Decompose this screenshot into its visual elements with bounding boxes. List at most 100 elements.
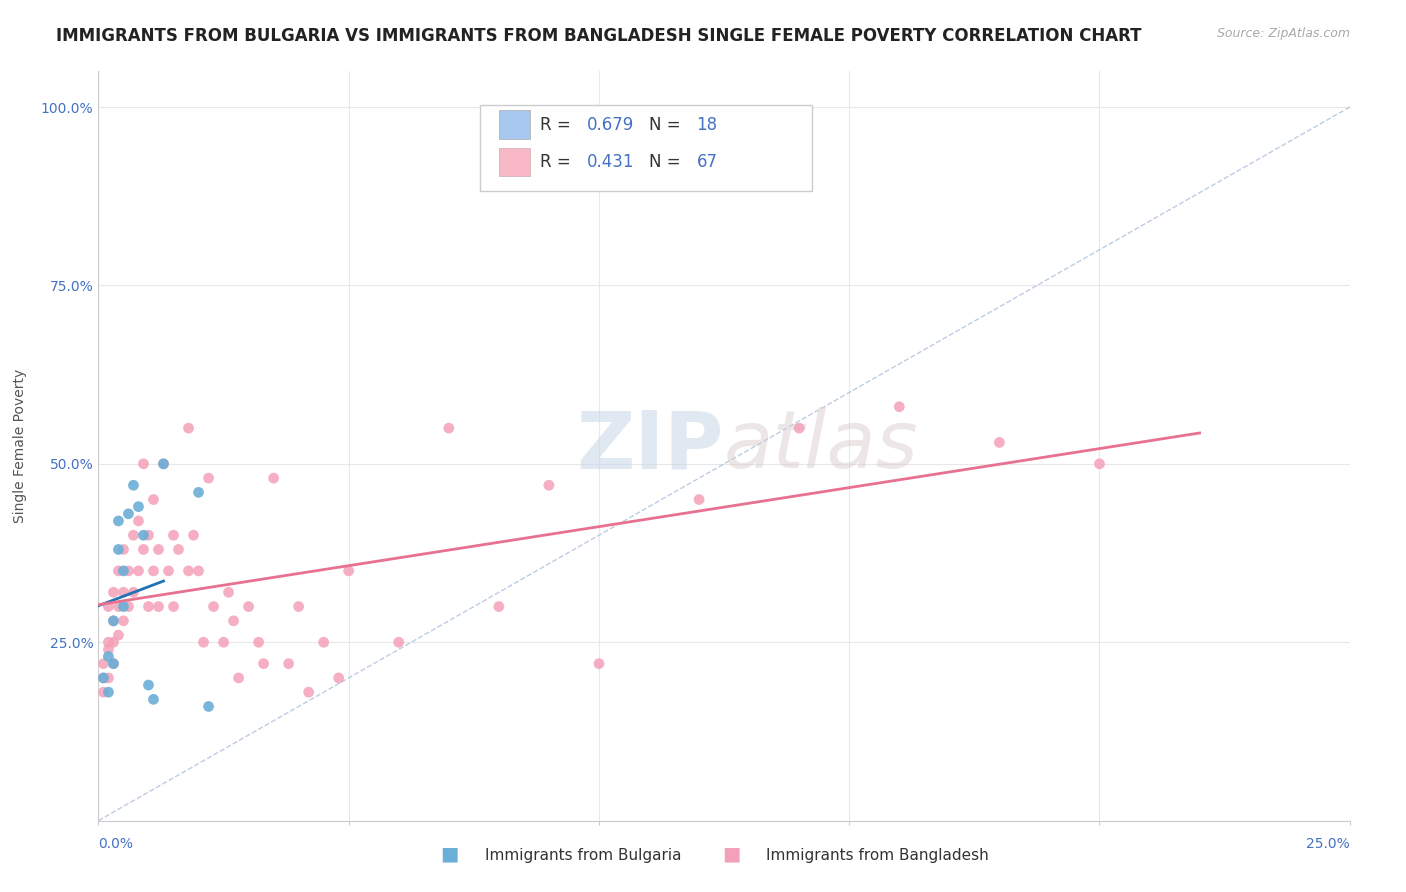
- Point: [127, 500, 149, 514]
- Text: N =: N =: [650, 153, 686, 171]
- Point: [1088, 457, 1111, 471]
- Point: [97, 671, 120, 685]
- Point: [148, 542, 170, 557]
- Point: [107, 542, 129, 557]
- Text: R =: R =: [540, 116, 576, 134]
- Point: [112, 542, 135, 557]
- Text: 25.0%: 25.0%: [1306, 838, 1350, 852]
- Point: [97, 642, 120, 657]
- Point: [588, 657, 610, 671]
- Point: [177, 421, 200, 435]
- Point: [193, 635, 215, 649]
- Point: [112, 599, 135, 614]
- Point: [167, 542, 190, 557]
- Point: [142, 492, 165, 507]
- Text: IMMIGRANTS FROM BULGARIA VS IMMIGRANTS FROM BANGLADESH SINGLE FEMALE POVERTY COR: IMMIGRANTS FROM BULGARIA VS IMMIGRANTS F…: [56, 27, 1142, 45]
- Text: Immigrants from Bulgaria: Immigrants from Bulgaria: [485, 848, 682, 863]
- Point: [152, 457, 174, 471]
- Point: [103, 657, 125, 671]
- Text: 18: 18: [696, 116, 717, 134]
- Point: [142, 692, 165, 706]
- Point: [103, 614, 125, 628]
- Point: [988, 435, 1011, 450]
- Point: [138, 678, 160, 692]
- Point: [312, 635, 335, 649]
- Point: [97, 649, 120, 664]
- Point: [103, 635, 125, 649]
- Point: [328, 671, 350, 685]
- Text: 0.0%: 0.0%: [98, 838, 134, 852]
- Text: ZIP: ZIP: [576, 407, 724, 485]
- Point: [337, 564, 360, 578]
- FancyBboxPatch shape: [499, 148, 530, 177]
- Point: [162, 528, 184, 542]
- Point: [107, 514, 129, 528]
- Point: [157, 564, 180, 578]
- Text: 0.431: 0.431: [586, 153, 634, 171]
- Y-axis label: Single Female Poverty: Single Female Poverty: [13, 369, 27, 523]
- Point: [212, 635, 235, 649]
- Text: 0.679: 0.679: [586, 116, 634, 134]
- FancyBboxPatch shape: [499, 111, 530, 139]
- Point: [97, 599, 120, 614]
- Point: [488, 599, 510, 614]
- Point: [132, 457, 155, 471]
- Point: [132, 528, 155, 542]
- Text: Source: ZipAtlas.com: Source: ZipAtlas.com: [1216, 27, 1350, 40]
- Point: [889, 400, 911, 414]
- Point: [122, 478, 145, 492]
- Point: [132, 542, 155, 557]
- Point: [112, 564, 135, 578]
- Point: [287, 599, 309, 614]
- Point: [238, 599, 260, 614]
- Text: Immigrants from Bangladesh: Immigrants from Bangladesh: [766, 848, 988, 863]
- Point: [187, 564, 209, 578]
- Point: [138, 599, 160, 614]
- Text: ■: ■: [721, 845, 741, 863]
- Point: [688, 492, 710, 507]
- Text: ■: ■: [440, 845, 460, 863]
- Point: [97, 635, 120, 649]
- Point: [138, 528, 160, 542]
- Point: [263, 471, 285, 485]
- Point: [112, 614, 135, 628]
- Point: [142, 564, 165, 578]
- Point: [127, 564, 149, 578]
- Text: atlas: atlas: [724, 407, 920, 485]
- Text: R =: R =: [540, 153, 576, 171]
- Point: [247, 635, 270, 649]
- Point: [277, 657, 299, 671]
- Point: [177, 564, 200, 578]
- Point: [218, 585, 240, 599]
- Point: [112, 585, 135, 599]
- Point: [127, 514, 149, 528]
- Point: [93, 657, 115, 671]
- Point: [388, 635, 411, 649]
- Point: [298, 685, 321, 699]
- Point: [183, 528, 205, 542]
- Point: [93, 685, 115, 699]
- Point: [103, 585, 125, 599]
- Point: [197, 471, 219, 485]
- Point: [117, 507, 139, 521]
- Point: [787, 421, 810, 435]
- Point: [103, 614, 125, 628]
- Point: [117, 599, 139, 614]
- Point: [148, 599, 170, 614]
- Point: [152, 457, 174, 471]
- Point: [107, 599, 129, 614]
- Point: [107, 564, 129, 578]
- Point: [122, 528, 145, 542]
- Text: 67: 67: [696, 153, 717, 171]
- Point: [122, 585, 145, 599]
- Point: [97, 685, 120, 699]
- Point: [437, 421, 460, 435]
- Point: [252, 657, 274, 671]
- Text: N =: N =: [650, 116, 686, 134]
- Point: [228, 671, 250, 685]
- Point: [93, 671, 115, 685]
- FancyBboxPatch shape: [479, 105, 811, 191]
- Point: [103, 657, 125, 671]
- Point: [537, 478, 560, 492]
- Point: [93, 671, 115, 685]
